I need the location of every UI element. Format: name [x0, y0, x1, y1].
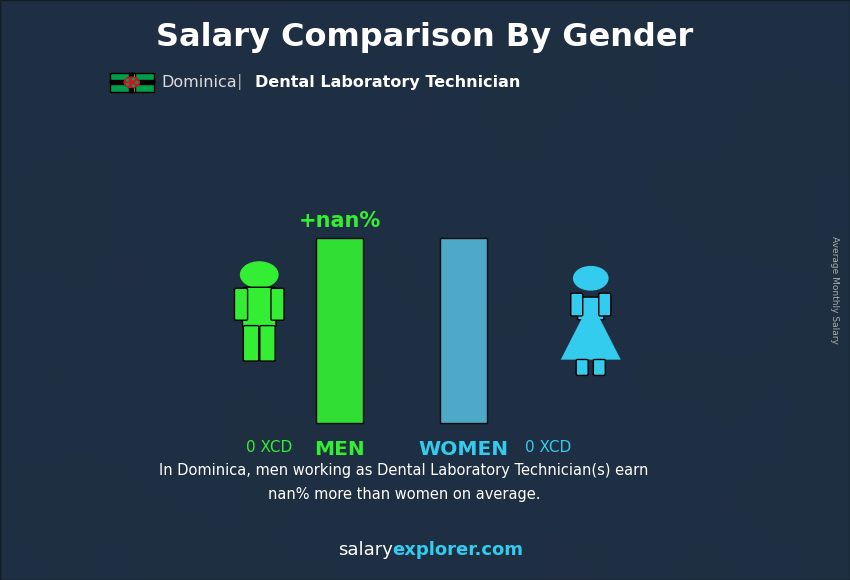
Text: In Dominica, men working as Dental Laboratory Technician(s) earn: In Dominica, men working as Dental Labor…	[159, 463, 649, 478]
FancyBboxPatch shape	[260, 325, 275, 361]
FancyBboxPatch shape	[598, 293, 611, 316]
Text: Salary Comparison By Gender: Salary Comparison By Gender	[156, 22, 694, 53]
FancyBboxPatch shape	[110, 72, 154, 92]
Text: nan% more than women on average.: nan% more than women on average.	[268, 487, 540, 502]
FancyBboxPatch shape	[316, 238, 363, 423]
FancyBboxPatch shape	[242, 287, 276, 328]
FancyBboxPatch shape	[440, 238, 487, 423]
Circle shape	[127, 84, 128, 85]
FancyBboxPatch shape	[110, 81, 154, 84]
Circle shape	[136, 82, 138, 83]
Text: Average Monthly Salary: Average Monthly Salary	[830, 236, 839, 344]
Circle shape	[574, 267, 608, 290]
Circle shape	[124, 77, 139, 88]
FancyBboxPatch shape	[578, 297, 603, 320]
Circle shape	[133, 85, 134, 86]
FancyBboxPatch shape	[570, 293, 583, 316]
Text: explorer.com: explorer.com	[393, 541, 524, 559]
Text: Dental Laboratory Technician: Dental Laboratory Technician	[255, 75, 520, 90]
Circle shape	[241, 262, 278, 288]
Circle shape	[133, 78, 134, 79]
FancyBboxPatch shape	[130, 72, 133, 92]
Text: |: |	[237, 74, 242, 90]
Text: +nan%: +nan%	[298, 211, 381, 231]
Text: Dominica: Dominica	[162, 75, 237, 90]
FancyBboxPatch shape	[576, 360, 588, 375]
FancyBboxPatch shape	[243, 325, 258, 361]
Text: WOMEN: WOMEN	[418, 440, 509, 459]
FancyBboxPatch shape	[129, 72, 134, 92]
Circle shape	[127, 79, 128, 81]
Text: 0 XCD: 0 XCD	[246, 440, 292, 455]
Text: 0 XCD: 0 XCD	[525, 440, 571, 455]
Text: MEN: MEN	[314, 440, 365, 459]
Text: salary: salary	[337, 541, 393, 559]
FancyBboxPatch shape	[593, 360, 605, 375]
FancyBboxPatch shape	[271, 288, 284, 320]
FancyBboxPatch shape	[110, 81, 154, 84]
Polygon shape	[561, 319, 620, 360]
FancyBboxPatch shape	[235, 288, 247, 320]
